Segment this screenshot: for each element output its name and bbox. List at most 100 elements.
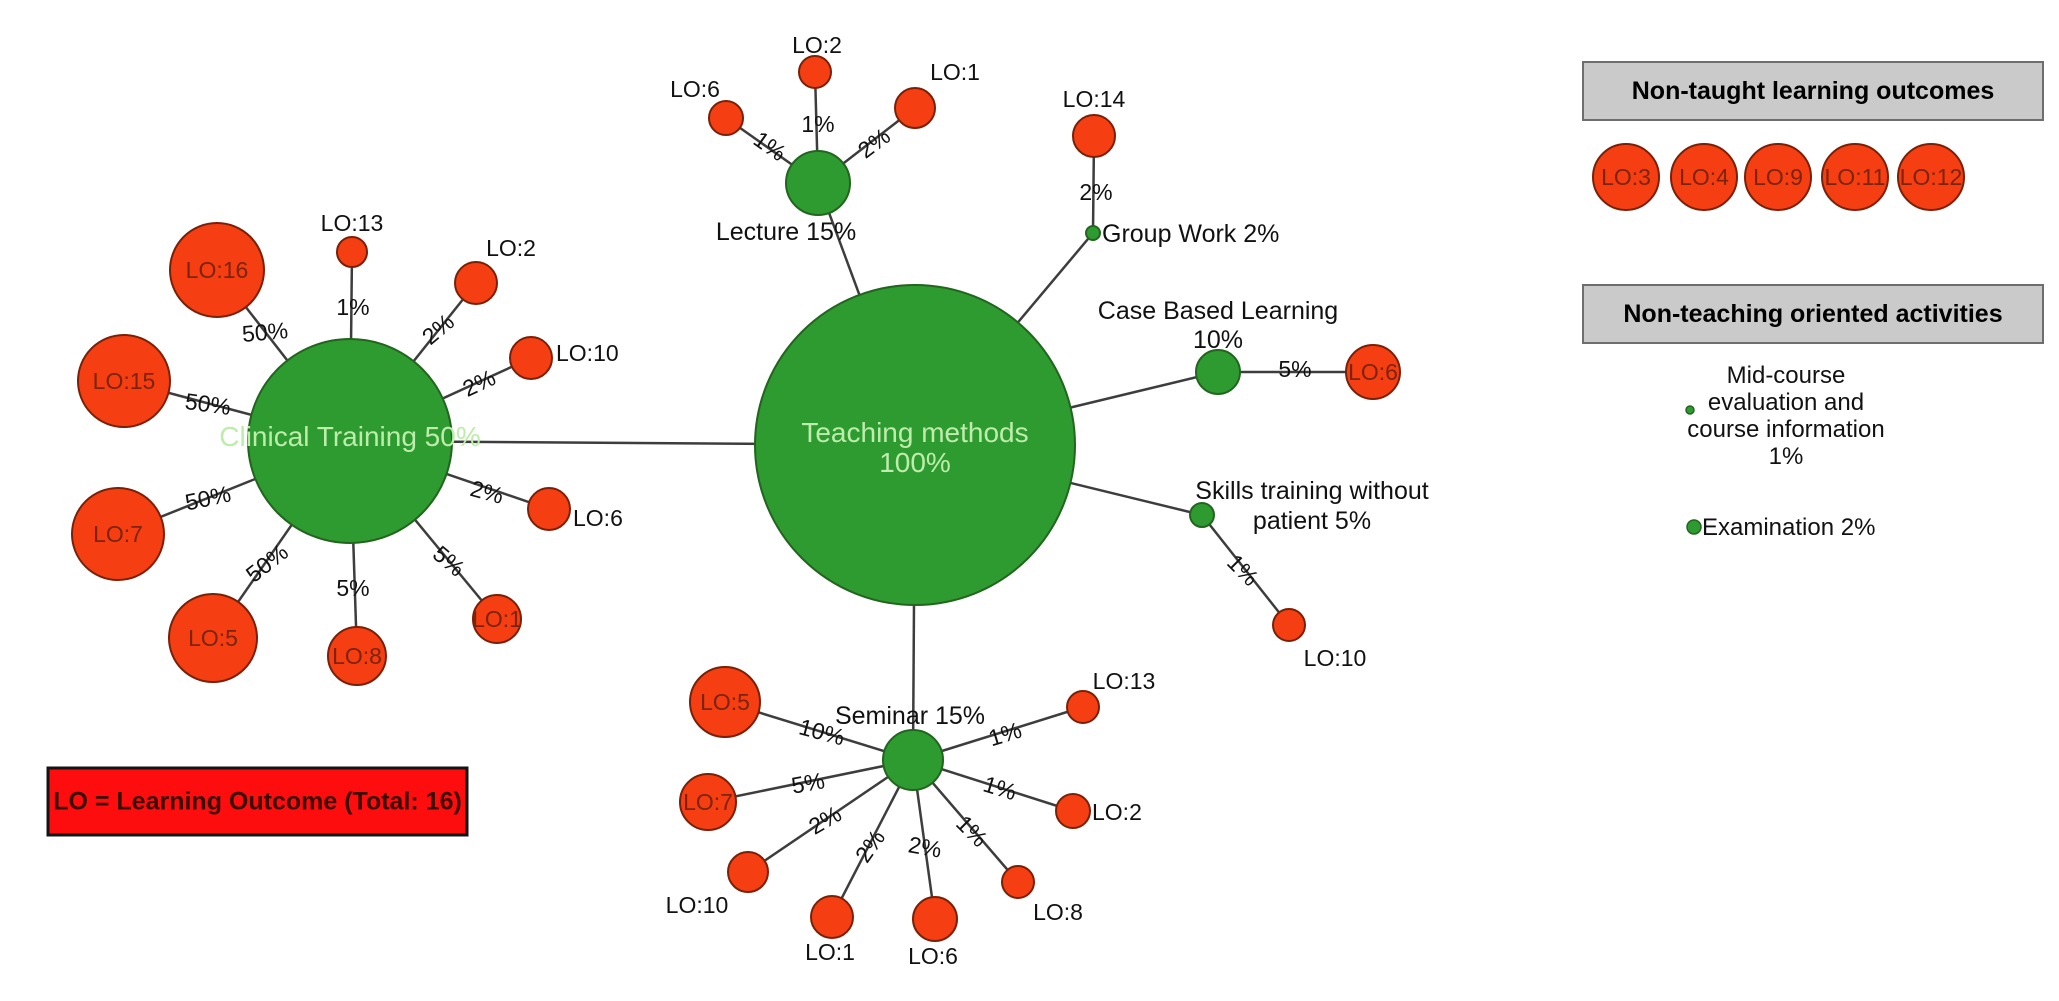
outcome-label: LO:6: [1348, 359, 1398, 385]
method-label-clinical: Clinical Training 50%: [219, 421, 480, 452]
outcome-label: LO:5: [188, 625, 238, 651]
edge-percent-label: 1%: [801, 111, 834, 137]
outcome-label: LO:8: [1033, 899, 1083, 925]
edge-percent-label: 2%: [417, 308, 459, 349]
outcome-label: LO:1: [472, 606, 522, 632]
outcome-label: LO:6: [573, 505, 623, 531]
outcome-node: [472, 594, 522, 644]
method-node-cbl: [1195, 349, 1241, 395]
edge-percent-label: 5%: [1278, 356, 1311, 382]
non-taught-outcome-label: LO:11: [1825, 164, 1886, 190]
method-node-groupwork: [1085, 225, 1101, 241]
outcome-node: [71, 487, 165, 581]
outcome-label: LO:10: [556, 340, 619, 366]
non-teaching-header-box: [1582, 284, 2044, 344]
outcome-node: [1066, 690, 1100, 724]
non-taught-outcome-node: [1592, 143, 1660, 211]
activity-label: Examination 2%: [1702, 514, 1875, 541]
outcome-node: [527, 487, 571, 531]
method-label-line: Group Work 2%: [1102, 220, 1279, 248]
activity-label: Mid-course evaluation and course informati…: [1687, 362, 1884, 470]
outcome-edge: [707, 758, 914, 804]
outcome-label: LO:13: [321, 210, 384, 236]
outcome-label: LO:2: [1092, 799, 1142, 825]
non-taught-outcome-node: [1897, 143, 1965, 211]
edge-percent-label: 2%: [850, 825, 890, 867]
method-node-clinical: [247, 338, 453, 544]
outcome-label: LO:16: [186, 257, 249, 283]
legend-box: [46, 766, 469, 837]
outcome-node: [1345, 344, 1401, 400]
nodes-layer: [71, 55, 1401, 942]
non-taught-header-box: [1582, 61, 2044, 121]
activity-dot: [1685, 405, 1695, 415]
outcome-node: [509, 336, 553, 380]
outcome-node: [810, 895, 854, 939]
method-label-line: Seminar 15%: [835, 702, 985, 730]
method-label-line: Lecture 15%: [716, 218, 856, 246]
non-taught-outcome-node: [1821, 143, 1889, 211]
outcome-label: LO:2: [792, 32, 842, 58]
activity-label-line: Mid-course: [1727, 362, 1846, 389]
non-taught-outcome-label: LO:4: [1679, 164, 1729, 190]
activity-label-line: course information: [1687, 416, 1884, 443]
non-taught-outcome-label: LO:9: [1753, 164, 1803, 190]
outcome-node: [689, 666, 761, 738]
outcome-label: LO:6: [908, 943, 958, 969]
outcome-label: LO:10: [666, 892, 729, 918]
outcome-label: LO:14: [1063, 86, 1126, 112]
outcome-node: [727, 851, 769, 893]
method-label-line: Clinical Training 50%: [219, 421, 480, 452]
method-node-lecture: [785, 150, 851, 216]
activity-label-line: Examination 2%: [1702, 514, 1875, 541]
method-label-line: Teaching methods: [801, 417, 1028, 448]
method-label-skills: Skills training without patient 5%: [1195, 477, 1428, 535]
outcome-node: [336, 236, 368, 268]
outcome-label: LO:7: [683, 789, 733, 815]
outcome-node: [894, 87, 936, 129]
edge-percent-label: 2%: [468, 475, 507, 509]
outcome-label: LO:10: [1304, 645, 1367, 671]
method-node-seminar: [882, 729, 944, 791]
outcome-node: [168, 593, 258, 683]
activity-label-line: evaluation and: [1708, 389, 1864, 416]
edge-percent-label: 50%: [183, 388, 232, 420]
method-label-line: 100%: [879, 447, 951, 478]
method-label-groupwork: Group Work 2%: [1102, 220, 1279, 248]
method-label-line: Case Based Learning: [1098, 297, 1338, 325]
edge-percent-label: 5%: [789, 767, 826, 798]
method-node-teaching: [754, 284, 1076, 606]
side-panels-layer: Non-taught learning outcomes LO:3 LO:4 LO:9…: [1582, 61, 2044, 541]
edge-percent-label: 1%: [985, 717, 1024, 752]
outcome-node: [1272, 608, 1306, 642]
method-label-line: patient 5%: [1253, 507, 1371, 535]
outcome-label: LO:6: [670, 76, 720, 102]
outcome-node: [169, 222, 265, 318]
outcome-label: LO:2: [486, 235, 536, 261]
method-label-lecture: Lecture 15%: [716, 218, 856, 246]
outcome-node: [798, 55, 832, 89]
outcome-node: [454, 261, 498, 305]
outcome-node: [1055, 793, 1091, 829]
method-label-seminar: Seminar 15%: [835, 702, 985, 730]
outcome-label: LO:5: [700, 689, 750, 715]
outcome-label: LO:1: [930, 59, 980, 85]
method-node-skills: [1189, 502, 1215, 528]
edge-percent-label: 1%: [980, 771, 1019, 806]
outcome-label: LO:13: [1093, 668, 1156, 694]
outcome-node: [77, 334, 171, 428]
edge-percent-label: 50%: [241, 317, 289, 347]
edge-percent-label: 2%: [804, 800, 846, 839]
outcome-label: LO:1: [805, 939, 855, 965]
non-teaching-header-title: Non-teaching oriented activities: [1623, 300, 2002, 328]
outcome-node: [679, 773, 737, 831]
edge-percent-label: 50%: [241, 539, 293, 588]
outcome-edge: [747, 758, 914, 874]
non-taught-outcome-label: LO:3: [1601, 164, 1651, 190]
outcome-node: [912, 896, 958, 942]
activity-dot: [1686, 519, 1702, 535]
edge-percent-label: 2%: [458, 364, 499, 402]
outcome-node: [1072, 114, 1116, 158]
non-taught-outcome-label: LO:12: [1900, 164, 1963, 190]
